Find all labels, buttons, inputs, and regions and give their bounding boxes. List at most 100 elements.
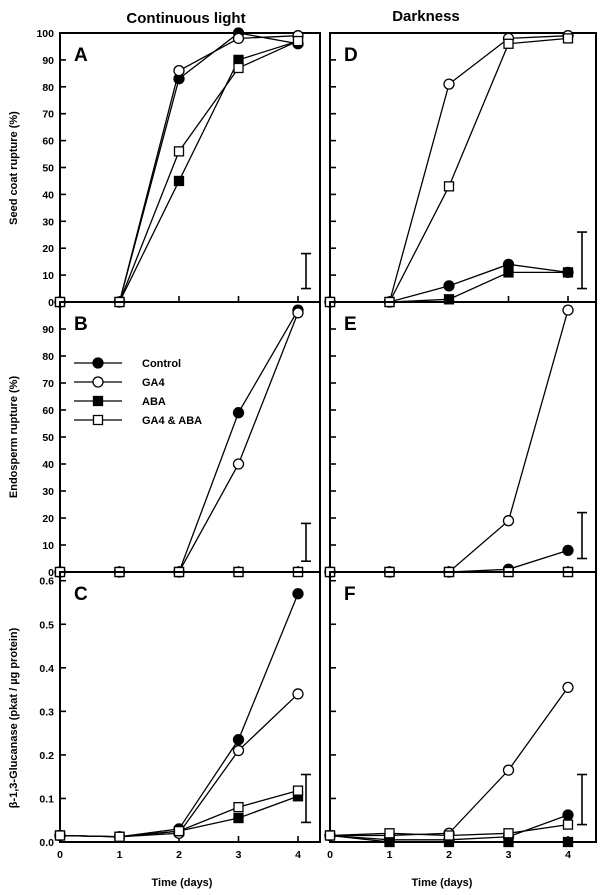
- error-bar: [577, 773, 587, 826]
- y-tick-label: 0.0: [39, 837, 54, 849]
- x-tick-label: 1: [117, 849, 123, 861]
- x-tick-label: 1: [387, 849, 393, 861]
- series-ga4: [324, 681, 574, 842]
- y-tick-label: 60: [42, 136, 54, 148]
- legend-label: GA4 & ABA: [142, 415, 202, 427]
- data-point: [503, 267, 514, 278]
- data-point: [562, 267, 574, 278]
- data-point: [292, 307, 304, 319]
- data-point: [503, 828, 514, 839]
- series-ga4-aba: [324, 33, 574, 308]
- data-point: [562, 681, 574, 694]
- series-ga4: [324, 30, 574, 308]
- panel-letter: D: [344, 45, 358, 66]
- panel-letter: C: [74, 584, 88, 605]
- error-bar: [301, 252, 311, 290]
- panel-a: 0 10 20 30 40 50 60 70 80 90 100 A: [36, 27, 321, 309]
- data-point: [114, 831, 125, 842]
- y-tick-label: 80: [42, 82, 54, 94]
- data-point: [292, 35, 304, 47]
- y-tick-label: 100: [36, 28, 54, 40]
- y-tick-label: 0.5: [39, 619, 54, 631]
- legend-label: ABA: [142, 396, 166, 408]
- x-axis-label-right: Time (days): [412, 877, 473, 889]
- y-tick-label: 0: [48, 567, 54, 579]
- data-point: [173, 146, 185, 157]
- series-ga4: [54, 30, 304, 308]
- y-tick-label: 0.2: [39, 750, 54, 762]
- series-line: [330, 35, 569, 303]
- series-line: [59, 693, 299, 838]
- data-point: [503, 836, 514, 848]
- data-point: [233, 802, 244, 813]
- data-point: [233, 812, 244, 824]
- legend-marker: [92, 395, 104, 407]
- legend-item: ABA: [74, 395, 166, 408]
- panel-frame: [329, 301, 597, 573]
- y-tick-label: 70: [42, 378, 54, 390]
- y-tick-label: 90: [42, 55, 54, 67]
- y-tick-label: 0: [48, 297, 54, 309]
- data-point: [54, 830, 66, 841]
- x-tick-label: 0: [327, 849, 333, 861]
- panel-c: 0.0 0.1 0.2 0.3 0.4 0.5 0.6 0 1 2 3 4 C: [39, 571, 321, 861]
- y-tick-label: 20: [42, 513, 54, 525]
- panel-frame: [329, 571, 597, 843]
- data-point: [292, 688, 304, 700]
- data-point: [502, 515, 515, 527]
- legend-label: Control: [142, 358, 181, 370]
- panel-f: 0 1 2 3 4 F: [324, 571, 597, 861]
- column-title-dark: Darkness: [392, 8, 460, 25]
- legend-item: GA4 & ABA: [74, 414, 202, 427]
- y-tick-label: 40: [42, 189, 54, 201]
- data-point: [232, 32, 245, 45]
- legend-label: GA4: [142, 377, 166, 389]
- panel-letter: F: [344, 584, 356, 605]
- panel-frame: [59, 301, 321, 573]
- series-control: [54, 588, 304, 843]
- y-tick-label: 30: [42, 486, 54, 498]
- data-point: [443, 280, 455, 292]
- data-point: [562, 33, 574, 44]
- data-point: [384, 828, 395, 839]
- legend: Control GA4 ABA GA4 & ABA: [74, 357, 202, 427]
- legend-marker: [92, 357, 104, 369]
- data-point: [443, 294, 455, 305]
- legend-marker: [92, 376, 104, 388]
- panel-b: 0 10 20 30 40 50 60 70 80 90 B: [42, 301, 321, 579]
- y-tick-label: 0.1: [39, 793, 54, 805]
- y-tick-label: 10: [42, 540, 54, 552]
- data-point: [562, 836, 574, 848]
- data-point: [324, 830, 336, 841]
- x-axis-label-left: Time (days): [152, 877, 213, 889]
- data-point: [443, 78, 455, 90]
- series-line: [330, 309, 569, 573]
- x-tick-label: 3: [236, 849, 242, 861]
- x-tick-label: 0: [57, 849, 63, 861]
- series-ga4: [54, 307, 304, 578]
- y-tick-label: 30: [42, 216, 54, 228]
- x-tick-label: 4: [295, 849, 301, 861]
- y-tick-label: 40: [42, 459, 54, 471]
- y-axis-label-seed-coat: Seed coat rupture (%): [8, 111, 20, 225]
- data-point: [384, 836, 395, 848]
- x-tick-label: 2: [176, 849, 182, 861]
- column-title-light: Continuous light: [126, 10, 245, 27]
- data-point: [292, 785, 304, 796]
- series-ga4: [54, 688, 304, 843]
- y-tick-label: 60: [42, 405, 54, 417]
- data-point: [503, 38, 514, 49]
- series-line: [330, 687, 569, 837]
- data-point: [443, 830, 455, 841]
- legend-item: GA4: [74, 376, 166, 389]
- y-tick-label: 0.3: [39, 706, 54, 718]
- panel-frame: [59, 571, 321, 843]
- legend-marker: [92, 414, 104, 426]
- y-tick-label: 70: [42, 109, 54, 121]
- y-tick-label: 20: [42, 243, 54, 255]
- data-point: [173, 825, 185, 837]
- data-point: [232, 407, 245, 419]
- data-point: [562, 809, 574, 821]
